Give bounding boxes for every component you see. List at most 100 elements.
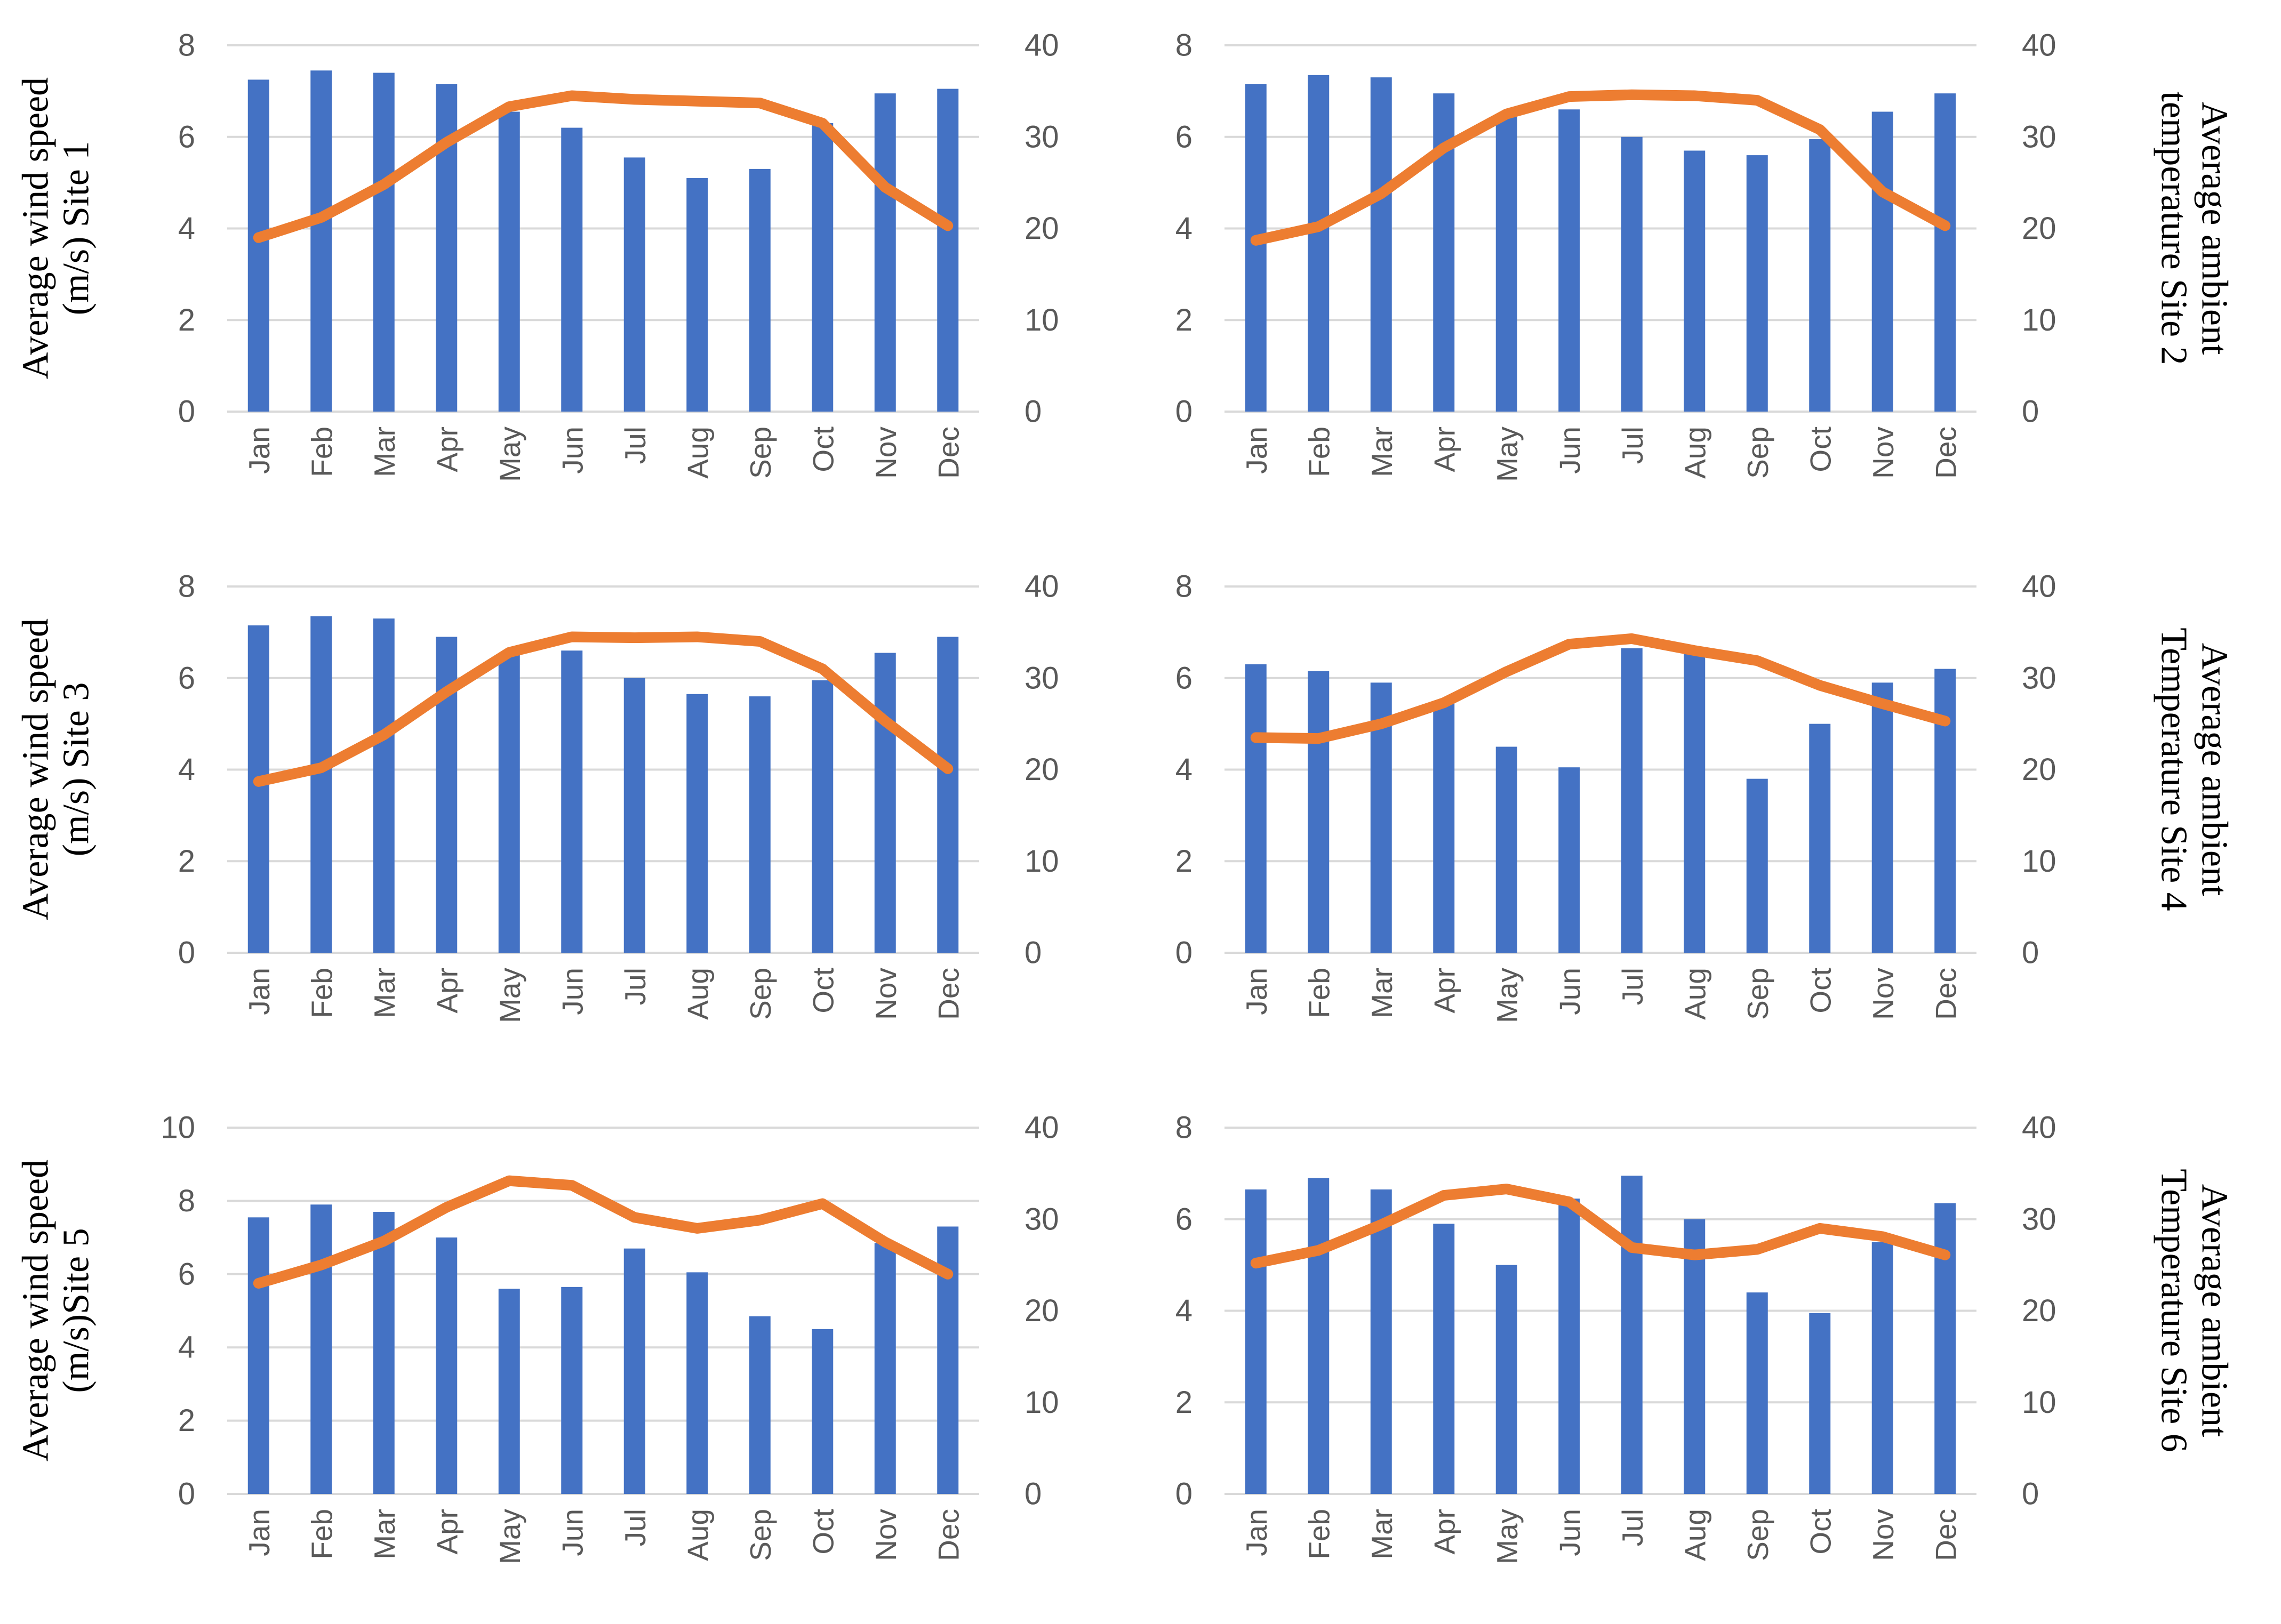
month-label-May: May [1491, 1509, 1524, 1564]
month-label-Aug: Aug [681, 1509, 714, 1561]
bar-Jul [1621, 136, 1643, 412]
left-tick-2: 2 [1175, 303, 1192, 337]
month-label-Apr: Apr [430, 427, 463, 472]
left-tick-6: 6 [1175, 1202, 1192, 1236]
month-label-Jul: Jul [619, 968, 652, 1005]
axis-title-temperature-site-2: Average ambient temperature Site 2 [2107, 0, 2281, 541]
bar-Oct [1809, 1313, 1831, 1494]
bar-Nov [1871, 682, 1893, 953]
left-tick-6: 6 [1175, 119, 1192, 154]
month-label-Oct: Oct [806, 427, 839, 472]
axis-title-line1: Average ambient [2194, 1184, 2235, 1437]
bar-Oct [812, 1329, 834, 1494]
axis-title-line2: Temperature Site 6 [2153, 1169, 2195, 1452]
chart-site-3: 0 2 4 6 8 0 10 20 30 40 Jan Feb Mar Apr May Jun Jul Aug Se… [112, 541, 1109, 1082]
month-label-Sep: Sep [1741, 968, 1774, 1020]
month-label-Nov: Nov [869, 968, 902, 1020]
left-tick-2: 2 [178, 844, 195, 879]
month-label-Oct: Oct [1804, 1509, 1837, 1555]
bar-Jan [1245, 664, 1267, 953]
axis-title-wind-site-3: Average wind speed (m/s) Site 3 [0, 541, 112, 1082]
bar-Nov [1871, 111, 1893, 412]
temperature-line [1250, 89, 1951, 246]
month-label-Dec: Dec [1929, 427, 1962, 479]
left-tick-8: 8 [1175, 569, 1192, 604]
axis-title-text: Average ambient Temperature Site 4 [2153, 627, 2235, 911]
bar-Feb [310, 1204, 332, 1494]
axis-title-line1: Average wind speed [15, 1159, 57, 1462]
month-label-Nov: Nov [1867, 427, 1900, 479]
month-label-Oct: Oct [1804, 968, 1837, 1014]
bar-Jan [1245, 84, 1267, 412]
right-tick-0: 0 [1025, 1477, 1042, 1512]
bar-Feb [1308, 1178, 1330, 1494]
axis-title-wind-site-5: Average wind speed (m/s)Site 5 [0, 1082, 112, 1624]
bar-Feb [310, 616, 332, 953]
bar-Dec [1934, 93, 1956, 412]
bar-Sep [1746, 155, 1768, 412]
axis-title-text: Average ambient Temperature Site 6 [2153, 1169, 2235, 1452]
left-tick-8: 8 [178, 28, 195, 63]
right-tick-20: 20 [2022, 211, 2056, 246]
bar-May [1495, 746, 1517, 953]
bar-Jan [247, 1217, 269, 1494]
right-tick-10: 10 [2022, 1385, 2056, 1420]
bar-Sep [749, 1316, 771, 1494]
left-tick-0: 0 [1175, 936, 1192, 970]
bar-Dec [1934, 1203, 1956, 1494]
month-label-Nov: Nov [1867, 1509, 1900, 1561]
right-tick-10: 10 [1025, 844, 1059, 879]
axis-title-line2: Temperature Site 4 [2153, 627, 2195, 911]
month-label-Jun: Jun [556, 968, 589, 1015]
bar-Jul [1621, 1176, 1643, 1494]
bar-Jul [623, 678, 645, 953]
month-label-Aug: Aug [1678, 1509, 1711, 1561]
bar-Nov [874, 653, 896, 953]
temperature-line [253, 1175, 954, 1289]
left-tick-4: 4 [178, 211, 195, 246]
month-label-Dec: Dec [1929, 968, 1962, 1020]
bar-Nov [874, 93, 896, 412]
month-label-Feb: Feb [1302, 427, 1335, 477]
month-label-Mar: Mar [368, 968, 401, 1018]
left-tick-0: 0 [178, 936, 195, 970]
left-tick-6: 6 [178, 661, 195, 695]
right-tick-40: 40 [2022, 28, 2056, 63]
bar-Oct [1809, 723, 1831, 953]
bar-Sep [749, 168, 771, 412]
left-tick-0: 0 [178, 1477, 195, 1512]
left-tick-6: 6 [1175, 661, 1192, 695]
month-label-Apr: Apr [1428, 1509, 1461, 1555]
right-tick-10: 10 [2022, 844, 2056, 879]
month-label-Dec: Dec [932, 427, 965, 479]
month-label-Mar: Mar [368, 1509, 401, 1559]
bar-May [498, 111, 520, 412]
right-tick-20: 20 [2022, 1293, 2056, 1328]
month-label-Jan: Jan [243, 1509, 276, 1556]
axis-title-wind-site-1: Average wind speed (m/s) Site 1 [0, 0, 112, 541]
bar-Aug [686, 694, 708, 953]
left-tick-2: 2 [1175, 844, 1192, 879]
left-tick-2: 2 [178, 303, 195, 337]
month-label-Aug: Aug [681, 968, 714, 1020]
bar-Aug [686, 1272, 708, 1494]
bar-Jan [247, 79, 269, 412]
month-label-May: May [1491, 427, 1524, 482]
month-label-May: May [493, 427, 526, 482]
right-tick-10: 10 [1025, 303, 1059, 337]
month-label-Mar: Mar [1365, 968, 1398, 1018]
bar-Mar [1370, 1189, 1392, 1494]
axis-title-text: Average ambient temperature Site 2 [2154, 91, 2235, 365]
left-tick-10: 10 [161, 1111, 195, 1145]
bar-Sep [1746, 1292, 1768, 1494]
chart-canvas-4: 0 2 4 6 8 0 10 20 30 40 Jan Feb Mar Apr May Jun Jul Aug Se… [1175, 569, 2056, 1023]
month-label-Aug: Aug [1678, 427, 1711, 479]
month-label-Jan: Jan [1240, 1509, 1273, 1556]
bar-Apr [1433, 703, 1455, 953]
temperature-line [1250, 633, 1951, 744]
month-label-Feb: Feb [305, 427, 338, 477]
month-label-Jul: Jul [1616, 1509, 1649, 1546]
month-label-Mar: Mar [368, 427, 401, 477]
bar-May [1495, 1265, 1517, 1494]
axis-title-line2: (m/s)Site 5 [55, 1228, 97, 1393]
